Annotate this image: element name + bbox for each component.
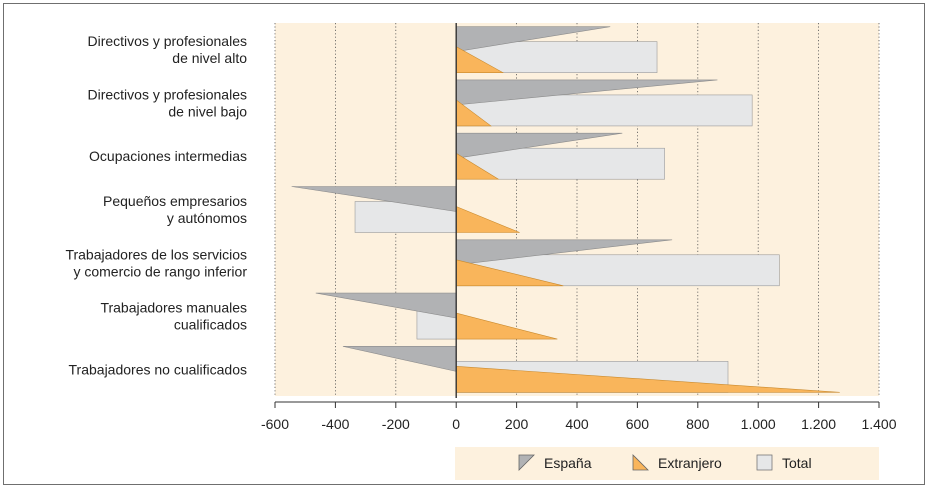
- x-tick-label: -600: [261, 416, 289, 432]
- x-tick-label: 200: [505, 416, 529, 432]
- chart-frame: [3, 3, 925, 485]
- legend-label: Extranjero: [658, 455, 722, 471]
- legend-label: España: [544, 455, 592, 471]
- legend: España Extranjero Total: [455, 447, 879, 480]
- x-tick-label: -400: [321, 416, 349, 432]
- x-tick-label: 400: [565, 416, 589, 432]
- category-label: cualificados: [174, 317, 247, 333]
- category-label: Trabajadores manuales: [100, 300, 247, 316]
- bar-total: [455, 147, 665, 180]
- legend-label: Total: [782, 455, 812, 471]
- x-axis: -600 -400 -200 0 200 400 600 800 1.000 1.200 1.400: [261, 401, 897, 432]
- bars: [291, 26, 840, 393]
- x-tick-label: 800: [686, 416, 710, 432]
- x-tick-label: -200: [382, 416, 410, 432]
- category-label: de nivel bajo: [168, 103, 247, 119]
- category-label: Trabajadores de los servicios: [65, 246, 247, 262]
- x-tick-label: 1.200: [801, 416, 836, 432]
- legend-swatch: [756, 454, 773, 471]
- category-label: y comercio de rango inferior: [73, 263, 247, 279]
- legend-swatch: [632, 454, 649, 471]
- legend-swatch: [518, 454, 535, 471]
- category-label: Pequeños empresarios: [103, 193, 247, 209]
- category-label: Trabajadores no cualificados: [69, 361, 247, 377]
- x-tick-label: 0: [452, 416, 460, 432]
- x-tick-label: 1.400: [861, 416, 896, 432]
- category-label: y autónomos: [167, 210, 247, 226]
- category-label: Ocupaciones intermedias: [89, 148, 247, 164]
- x-tick-label: 1.000: [741, 416, 776, 432]
- category-label: Directivos y profesionales: [87, 33, 247, 49]
- category-label: de nivel alto: [172, 50, 247, 66]
- category-label: Directivos y profesionales: [87, 86, 247, 102]
- x-tick-label: 600: [626, 416, 650, 432]
